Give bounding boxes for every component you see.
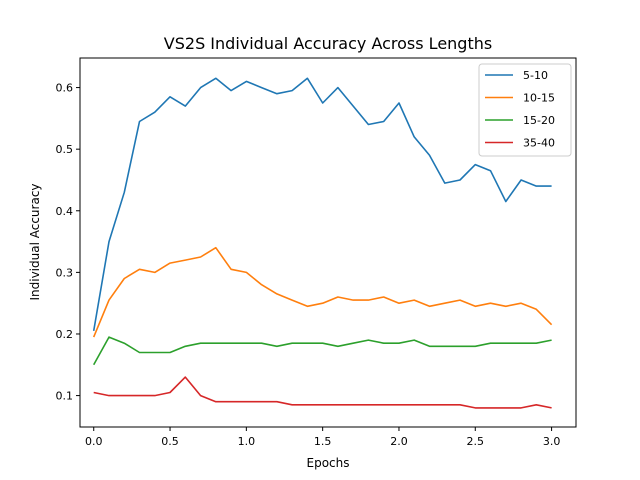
series-layer	[92, 77, 553, 409]
y-axis-label: Individual Accuracy	[28, 183, 42, 300]
ticks-layer: 0.0 0.5 1.0 1.5 2.0 2.5 3.0 0.1 0.2 0.3 0.4 0.5 0.6	[56, 82, 561, 448]
legend-box	[478, 63, 572, 157]
legend: 5-10 10-15 15-20 35-40	[478, 63, 572, 157]
chart-title: VS2S Individual Accuracy Across Lengths	[164, 34, 492, 53]
legend-label: 5-10	[523, 69, 548, 82]
plot-frame	[79, 57, 577, 428]
y-tick-label: 0.2	[56, 328, 74, 341]
series-line-10-15	[92, 246, 553, 338]
legend-label: 35-40	[523, 137, 555, 150]
y-tick-label: 0.6	[56, 82, 74, 95]
series-line-15-20	[92, 336, 552, 366]
y-tick-label: 0.4	[56, 205, 74, 218]
y-tick-label: 0.1	[56, 390, 74, 403]
y-tick-label: 0.3	[56, 266, 74, 279]
series-line-35-40	[93, 376, 552, 409]
legend-label: 15-20	[523, 114, 555, 127]
x-tick-label: 1.0	[238, 435, 256, 448]
x-tick-label: 0.0	[85, 435, 103, 448]
x-tick-label: 0.5	[161, 435, 179, 448]
x-axis-label: Epochs	[307, 456, 350, 470]
x-tick-label: 1.5	[314, 435, 332, 448]
x-tick-label: 2.0	[390, 435, 408, 448]
x-tick-label: 3.0	[543, 435, 561, 448]
x-tick-label: 2.5	[467, 435, 485, 448]
series-line-5-10	[92, 77, 552, 332]
legend-label: 10-15	[523, 92, 555, 105]
y-tick-label: 0.5	[56, 143, 74, 156]
